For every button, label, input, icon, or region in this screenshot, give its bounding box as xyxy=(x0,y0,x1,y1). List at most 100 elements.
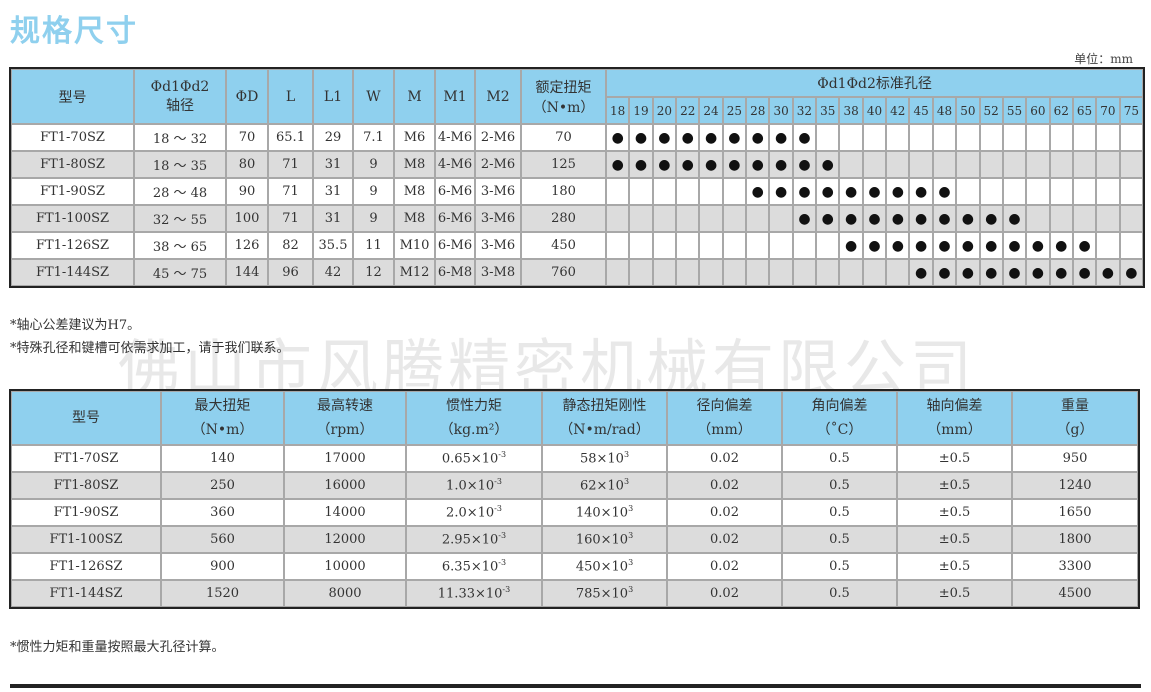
header-label: 惯性力矩 xyxy=(446,398,502,414)
available-dot-icon: ● xyxy=(751,156,764,173)
bore-cell xyxy=(861,123,888,152)
cell-radial: 0.02 xyxy=(666,552,783,581)
cell-bore: 18 ～ 35 xyxy=(133,150,227,179)
header-unit: （˚C） xyxy=(816,422,863,438)
available-dot-icon: ● xyxy=(961,264,974,281)
cell-value: FT1-144SZ xyxy=(49,586,123,601)
header-label: 最高转速 xyxy=(317,398,373,414)
available-dot-icon: ● xyxy=(938,210,951,227)
header-label: 重量 xyxy=(1061,398,1089,414)
bore-cell xyxy=(651,204,678,233)
bore-cell xyxy=(861,150,888,179)
cell-inertia: 6.35×10-3 xyxy=(405,552,543,581)
bore-cell xyxy=(768,231,794,260)
cell-model: FT1-70SZ xyxy=(10,444,162,473)
bore-size-header: 18 xyxy=(604,96,631,125)
available-dot-icon: ● xyxy=(704,156,718,173)
bore-cell xyxy=(955,177,981,206)
bore-cell: ● xyxy=(838,231,864,260)
cell-max-speed: 16000 xyxy=(283,471,407,500)
cell-bore: 38 ～ 65 xyxy=(133,231,227,260)
cell-model: FT1-100SZ xyxy=(10,204,135,233)
cell-l: 82 xyxy=(267,231,314,260)
cell-model: FT1-90SZ xyxy=(10,498,162,527)
bore-size-header: 24 xyxy=(698,96,724,125)
cell-torque: 180 xyxy=(520,177,607,206)
available-dot-icon: ● xyxy=(961,237,974,254)
cell-value: 450×10 xyxy=(575,559,629,575)
bore-size-header: 32 xyxy=(791,96,818,125)
available-dot-icon: ● xyxy=(1055,237,1068,254)
bore-cell: ● xyxy=(1001,258,1028,287)
available-dot-icon: ● xyxy=(1008,264,1021,281)
bore-cell xyxy=(931,150,958,179)
bore-cell xyxy=(675,231,701,260)
bore-cell: ● xyxy=(628,123,654,152)
cell-value: FT1-80SZ xyxy=(53,478,119,493)
cell-weight: 1240 xyxy=(1011,471,1139,500)
cell-value: 0.02 xyxy=(710,451,739,466)
cell-value: 0.02 xyxy=(710,559,739,574)
cell-max-speed: 14000 xyxy=(283,498,407,527)
bore-cell: ● xyxy=(908,258,934,287)
bore-cell xyxy=(1118,150,1145,179)
note-custom-bore: *特殊孔径和键槽可依需求加工，请于我们联系。 xyxy=(10,341,290,356)
available-dot-icon: ● xyxy=(704,129,718,146)
cell-value: 900 xyxy=(210,559,235,574)
bore-cell: ● xyxy=(931,231,958,260)
cell-value: 1650 xyxy=(1058,505,1092,520)
bore-cell xyxy=(1025,204,1051,233)
bore-cell: ● xyxy=(721,123,748,152)
header-unit: （mm） xyxy=(927,422,982,438)
cell-value: 62×10 xyxy=(579,478,624,494)
cell-axial: ±0.5 xyxy=(896,444,1013,473)
cell-value: ±0.5 xyxy=(938,505,971,520)
cell-value: 0.5 xyxy=(829,505,850,520)
bore-cell: ● xyxy=(1048,231,1074,260)
bore-cell: ● xyxy=(675,123,701,152)
exponent: 3 xyxy=(628,585,634,595)
cell-axial: ±0.5 xyxy=(896,579,1013,608)
cell-m2: 2-M6 xyxy=(474,150,522,179)
cell-max-speed: 10000 xyxy=(283,552,407,581)
header-torque-line1: 额定扭矩 xyxy=(535,79,592,96)
bore-cell: ● xyxy=(1071,231,1098,260)
cell-max-torque: 560 xyxy=(160,525,285,554)
bore-cell xyxy=(1048,123,1074,152)
bore-cell: ● xyxy=(651,150,678,179)
header-label: 静态扭矩刚性 xyxy=(562,398,647,414)
cell-max-torque: 360 xyxy=(160,498,285,527)
bore-size-header: 20 xyxy=(651,96,678,125)
bore-cell xyxy=(791,258,818,287)
bore-cell xyxy=(838,150,864,179)
bore-size-header: 75 xyxy=(1118,96,1145,125)
cell-value: 0.02 xyxy=(710,478,739,493)
cell-axial: ±0.5 xyxy=(896,525,1013,554)
bore-cell xyxy=(885,123,911,152)
bore-size-header: 22 xyxy=(675,96,701,125)
cell-m: M10 xyxy=(393,231,436,260)
cell-value: 2.95×10 xyxy=(441,532,499,548)
cell-d: 100 xyxy=(225,204,269,233)
cell-weight: 4500 xyxy=(1011,579,1139,608)
header-M1: M1 xyxy=(434,68,476,125)
available-dot-icon: ● xyxy=(961,210,974,227)
available-dot-icon: ● xyxy=(798,156,811,173)
table-row: FT1-100SZ 32 ～ 55 100 71 31 9 M8 6-M6 3-M6 280 ● ● ●… xyxy=(10,204,1145,233)
available-dot-icon: ● xyxy=(751,183,764,200)
bore-cell xyxy=(698,231,724,260)
bore-cell: ● xyxy=(604,150,631,179)
bore-cell: ● xyxy=(908,231,934,260)
cell-inertia: 2.0×10-3 xyxy=(405,498,543,527)
bore-size-header: 65 xyxy=(1071,96,1098,125)
cell-value: 0.5 xyxy=(829,586,850,601)
cell-model: FT1-126SZ xyxy=(10,231,135,260)
available-dot-icon: ● xyxy=(1031,237,1044,254)
available-dot-icon: ● xyxy=(751,129,764,146)
header-bore-line2: 轴径 xyxy=(166,97,194,114)
cell-value: 0.5 xyxy=(829,559,850,574)
bore-cell xyxy=(861,258,888,287)
header-col-3: 惯性力矩 （kg.m²） xyxy=(405,390,543,446)
bore-cell: ● xyxy=(931,204,958,233)
cell-weight: 1800 xyxy=(1011,525,1139,554)
